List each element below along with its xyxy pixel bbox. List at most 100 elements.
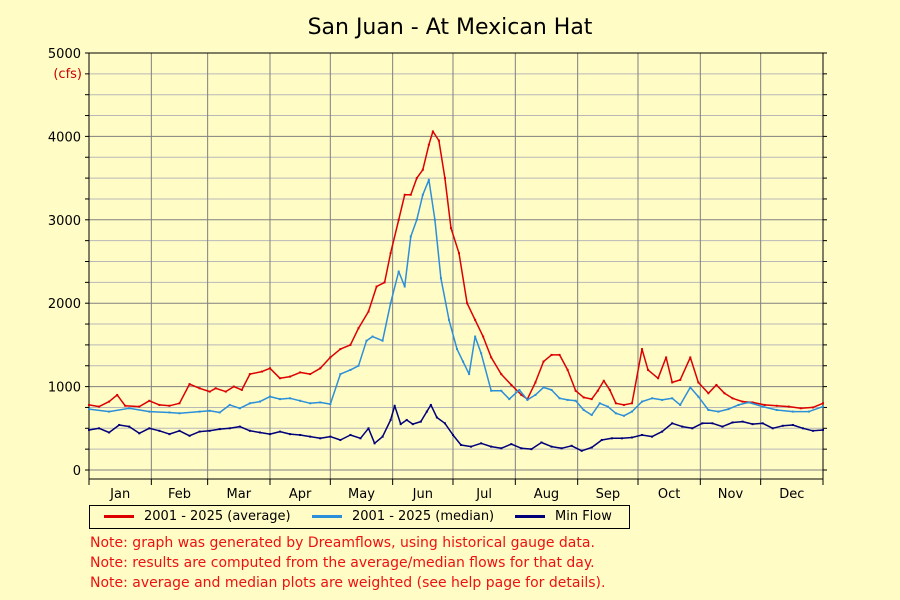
series-point	[258, 431, 261, 434]
series-point	[365, 339, 368, 342]
series-point	[240, 388, 243, 391]
y-tick-label: 2000	[48, 297, 81, 312]
chart-title: San Juan - At Mexican Hat	[308, 15, 593, 40]
series-point	[138, 432, 141, 435]
series-point	[731, 421, 734, 424]
series-point	[88, 408, 90, 411]
series-point	[550, 388, 553, 391]
legend-item-min-flow: Min Flow	[515, 509, 612, 524]
series-point	[741, 420, 744, 423]
series-point	[397, 270, 400, 273]
series-point	[737, 403, 740, 406]
y-tick-label: 1000	[48, 381, 81, 396]
x-tick-label: Mar	[227, 487, 252, 502]
series-point	[381, 435, 384, 438]
legend-swatch-median	[312, 515, 342, 518]
series-point	[451, 433, 454, 436]
series-point	[550, 353, 553, 356]
series-point	[309, 373, 312, 376]
x-tick-label: Sep	[596, 487, 621, 502]
series-point	[822, 402, 824, 405]
series-point	[807, 410, 810, 413]
series-point	[138, 405, 141, 408]
series-point	[590, 446, 593, 449]
series-point	[415, 177, 418, 180]
series-point	[622, 414, 625, 417]
series-point	[178, 412, 181, 415]
series-point	[580, 449, 583, 452]
series-point	[329, 435, 332, 438]
series-point	[582, 408, 585, 411]
series-point	[248, 373, 251, 376]
series-point	[381, 339, 384, 342]
series-point	[671, 422, 674, 425]
series-point	[443, 422, 446, 425]
series-point	[520, 447, 523, 450]
series-point	[741, 400, 744, 403]
series-point	[542, 386, 545, 389]
series-point	[717, 410, 720, 413]
x-tick-label: Feb	[168, 487, 191, 502]
series-point	[470, 445, 473, 448]
series-point	[614, 412, 617, 415]
series-point	[128, 407, 131, 410]
series-point	[403, 193, 406, 196]
x-tick-label: Jul	[475, 487, 492, 502]
series-point	[158, 429, 161, 432]
series-point	[630, 410, 633, 413]
series-point	[701, 422, 704, 425]
x-tick-label: Aug	[534, 487, 559, 502]
series-point	[168, 433, 171, 436]
series-point	[248, 402, 251, 405]
series-point	[419, 420, 422, 423]
series-point	[108, 431, 111, 434]
series-point	[689, 356, 692, 359]
series-point	[566, 398, 569, 401]
series-point	[168, 404, 171, 407]
series-point	[108, 400, 111, 403]
series-point	[431, 130, 434, 133]
series-point	[339, 373, 342, 376]
series-point	[799, 407, 802, 410]
series-point	[474, 318, 477, 321]
series-point	[409, 193, 412, 196]
series-point	[309, 402, 312, 405]
series-point	[188, 434, 191, 437]
series-point	[763, 403, 766, 406]
series-point	[427, 178, 430, 181]
series-point	[88, 428, 90, 431]
series-point	[771, 427, 774, 430]
series-point	[691, 427, 694, 430]
series-point	[630, 436, 633, 439]
series-point	[622, 403, 625, 406]
series-point	[349, 433, 352, 436]
series-point	[641, 348, 644, 351]
series-point	[214, 387, 217, 390]
x-tick-label: Nov	[718, 487, 744, 502]
series-point	[747, 401, 750, 404]
y-tick-label: 3000	[48, 214, 81, 229]
note-line: Note: results are computed from the aver…	[90, 555, 595, 571]
series-point	[608, 388, 611, 391]
series-point	[289, 397, 292, 400]
note-line: Note: average and median plots are weigh…	[90, 575, 606, 591]
series-point	[289, 433, 292, 436]
series-point	[198, 410, 201, 413]
series-point	[371, 335, 374, 338]
series-point	[260, 370, 263, 373]
series-point	[641, 400, 644, 403]
series-point	[500, 373, 503, 376]
series-point	[721, 425, 724, 428]
series-point	[508, 398, 511, 401]
series-point	[349, 368, 352, 371]
series-point	[148, 410, 151, 413]
legend-label-min-flow: Min Flow	[555, 509, 612, 524]
series-point	[128, 425, 131, 428]
y-tick-label: 0	[73, 464, 81, 479]
series-point	[811, 429, 814, 432]
series-point	[279, 398, 282, 401]
series-point	[781, 424, 784, 427]
series-point	[647, 368, 650, 371]
series-point	[218, 411, 221, 414]
series-point	[510, 443, 513, 446]
